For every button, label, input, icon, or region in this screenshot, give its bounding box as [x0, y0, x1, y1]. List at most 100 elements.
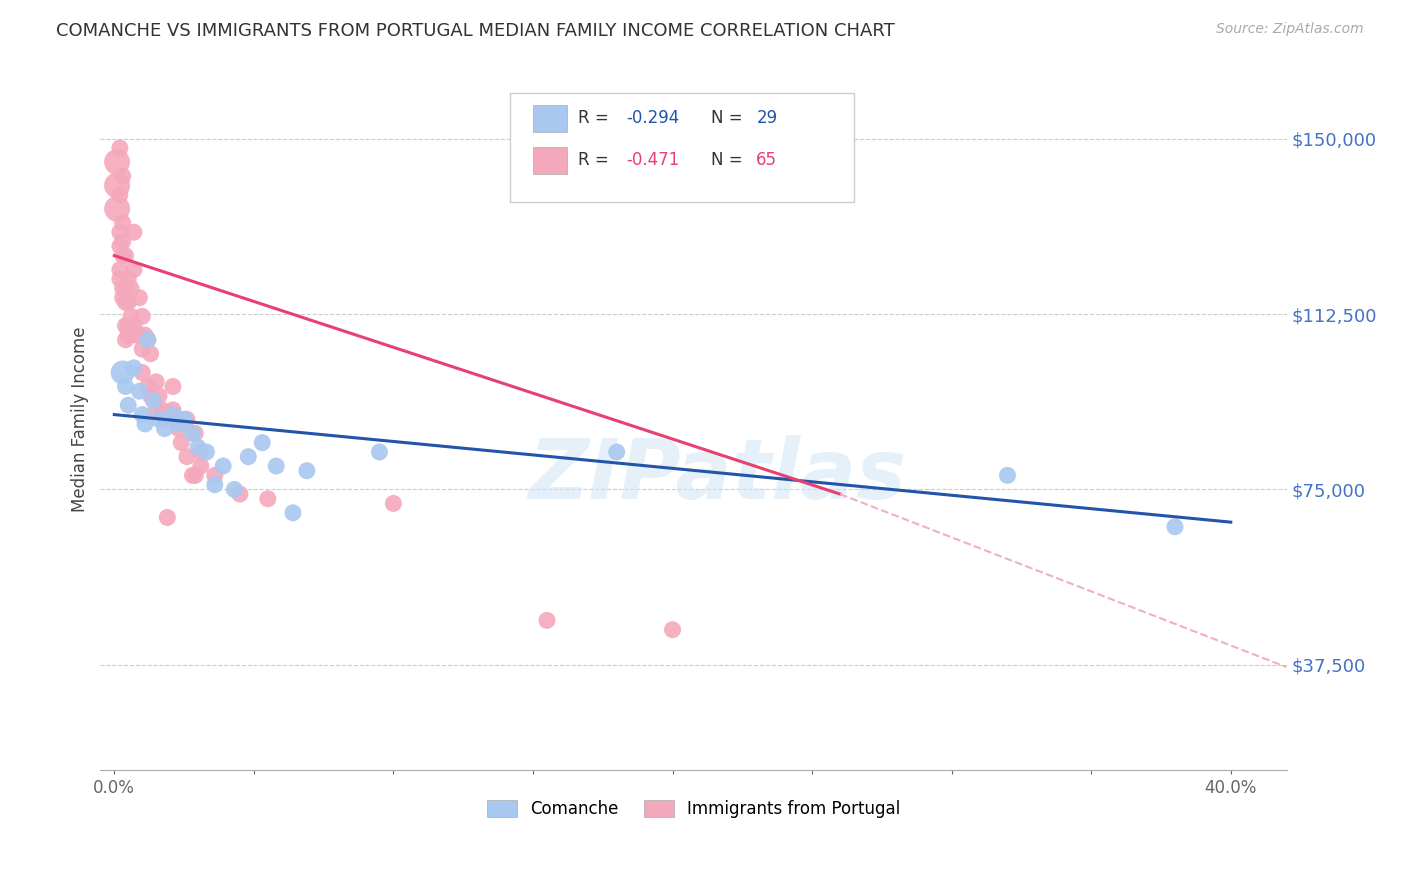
Point — [153, 412, 176, 426]
Point — [382, 496, 405, 510]
Point — [139, 389, 162, 403]
Point — [114, 249, 136, 263]
Point — [131, 342, 153, 356]
Point — [108, 239, 131, 253]
Point — [167, 412, 190, 426]
Point — [224, 483, 246, 497]
Point — [105, 155, 128, 169]
FancyBboxPatch shape — [509, 93, 853, 202]
Point — [122, 225, 145, 239]
Text: N =: N = — [711, 151, 748, 169]
Point — [105, 178, 128, 193]
Point — [238, 450, 260, 464]
Point — [131, 408, 153, 422]
Point — [256, 491, 278, 506]
Point — [108, 225, 131, 239]
Point — [120, 328, 142, 343]
Point — [252, 435, 274, 450]
Point — [134, 328, 156, 343]
Y-axis label: Median Family Income: Median Family Income — [72, 326, 89, 512]
Point — [229, 487, 252, 501]
Point — [108, 187, 131, 202]
Point — [162, 403, 184, 417]
Point — [131, 310, 153, 324]
Point — [167, 422, 190, 436]
Point — [122, 262, 145, 277]
Point — [264, 458, 287, 473]
Point — [128, 384, 150, 399]
Point — [184, 426, 207, 441]
Point — [170, 435, 193, 450]
Point — [184, 468, 207, 483]
Point — [156, 510, 179, 524]
Point — [176, 450, 198, 464]
Point — [176, 412, 198, 426]
Point — [120, 310, 142, 324]
Point — [114, 295, 136, 310]
Point — [150, 403, 173, 417]
Point — [190, 445, 212, 459]
Text: R =: R = — [578, 151, 614, 169]
Point — [114, 333, 136, 347]
Point — [111, 216, 134, 230]
Point — [190, 458, 212, 473]
Point — [108, 262, 131, 277]
Point — [134, 417, 156, 431]
Point — [117, 398, 139, 412]
Point — [105, 202, 128, 216]
Point — [114, 281, 136, 295]
Bar — [533, 105, 567, 132]
Point — [204, 477, 226, 491]
Point — [122, 318, 145, 333]
Point — [212, 458, 235, 473]
Point — [181, 468, 204, 483]
Point — [162, 379, 184, 393]
Point — [117, 295, 139, 310]
Point — [997, 468, 1019, 483]
Point — [145, 403, 167, 417]
Point — [120, 281, 142, 295]
Text: Source: ZipAtlas.com: Source: ZipAtlas.com — [1216, 22, 1364, 37]
Point — [148, 412, 170, 426]
Point — [1164, 520, 1187, 534]
Point — [111, 291, 134, 305]
Point — [661, 623, 683, 637]
Point — [111, 169, 134, 183]
Point — [108, 141, 131, 155]
Point — [117, 328, 139, 343]
Point — [204, 468, 226, 483]
Point — [128, 328, 150, 343]
Point — [181, 426, 204, 441]
Point — [131, 366, 153, 380]
Point — [117, 272, 139, 286]
Point — [111, 281, 134, 295]
Point — [128, 291, 150, 305]
Text: 65: 65 — [756, 151, 778, 169]
Point — [114, 318, 136, 333]
Text: COMANCHE VS IMMIGRANTS FROM PORTUGAL MEDIAN FAMILY INCOME CORRELATION CHART: COMANCHE VS IMMIGRANTS FROM PORTUGAL MED… — [56, 22, 896, 40]
Bar — [533, 147, 567, 174]
Point — [111, 249, 134, 263]
Point — [187, 440, 209, 454]
Point — [122, 360, 145, 375]
Text: ZIPatlas: ZIPatlas — [529, 435, 905, 516]
Point — [139, 347, 162, 361]
Point — [136, 379, 159, 393]
Point — [173, 412, 195, 426]
Point — [111, 235, 134, 249]
Point — [295, 464, 318, 478]
Legend: Comanche, Immigrants from Portugal: Comanche, Immigrants from Portugal — [481, 793, 907, 825]
Point — [195, 445, 218, 459]
Point — [281, 506, 304, 520]
Point — [111, 366, 134, 380]
Point — [162, 408, 184, 422]
Point — [606, 445, 628, 459]
Point — [148, 389, 170, 403]
Point — [136, 333, 159, 347]
Text: N =: N = — [711, 109, 748, 127]
Point — [153, 422, 176, 436]
Point — [136, 333, 159, 347]
Point — [142, 393, 165, 408]
Point — [125, 328, 148, 343]
Point — [145, 375, 167, 389]
